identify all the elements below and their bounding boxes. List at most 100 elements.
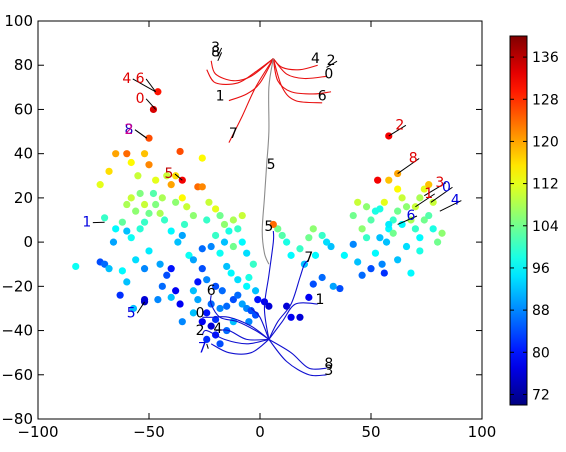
scatter-point (152, 176, 160, 184)
x-tick-label: 0 (255, 423, 265, 441)
scatter-point (105, 167, 113, 175)
scatter-point (152, 200, 160, 209)
annotation-label: 7 (229, 126, 238, 142)
annotation-label: 2 (395, 117, 404, 133)
annotation-label: 5 (267, 157, 276, 173)
annotation-pointer (134, 129, 148, 139)
scatter-point (349, 211, 357, 220)
scatter-point (376, 234, 384, 242)
scatter-point (172, 172, 180, 180)
scatter-point (198, 265, 206, 273)
scatter-point (362, 203, 371, 211)
scatter-point (402, 203, 411, 211)
scatter-point (156, 209, 164, 217)
scatter-point (198, 154, 206, 162)
scatter-point (296, 313, 304, 321)
scatter-point (374, 176, 382, 184)
scatter-point (243, 282, 251, 290)
scatter-point (223, 262, 231, 271)
annotation-label: 8 (409, 151, 418, 167)
scatter-point (438, 229, 446, 237)
scatter-point (389, 229, 397, 237)
red-curve (272, 58, 323, 104)
scatter-point (154, 296, 162, 304)
scatter-point (189, 256, 197, 264)
colorbar-tick-label: 88 (532, 303, 550, 319)
scatter-point (205, 198, 213, 206)
scatter-point (234, 291, 242, 299)
scatter-point (318, 273, 326, 282)
scatter-point (225, 227, 233, 235)
blue-curve (263, 231, 275, 340)
annotation-pointer (397, 215, 418, 225)
scatter-point (249, 260, 257, 268)
scatter-point (172, 287, 180, 295)
annotation-label: 8 (211, 44, 220, 60)
scatter-point (296, 245, 304, 253)
scatter-point (245, 273, 253, 282)
scatter-point (140, 200, 149, 209)
blue-curve (268, 302, 318, 340)
blue-curve (209, 295, 270, 340)
annotation-pointer (326, 60, 338, 68)
annotation-label: 3 (324, 363, 333, 379)
x-tick-label: 50 (361, 423, 380, 441)
blue-curve (268, 259, 310, 340)
scatter-point (340, 251, 348, 259)
annotation-label: 2 (196, 323, 205, 339)
scatter-point (127, 158, 135, 167)
annotation-pointer (145, 98, 157, 110)
scatter-point (145, 247, 153, 255)
annotation-pointer (206, 343, 209, 349)
scatter-point (216, 249, 224, 257)
scatter-point (243, 249, 251, 257)
y-tick-label: 80 (14, 56, 33, 74)
blue-curve (210, 338, 270, 355)
annotation-label: 7 (198, 341, 207, 357)
scatter-point (194, 296, 202, 304)
annotation-label: 4 (122, 71, 131, 87)
scatter-point (329, 282, 337, 290)
scatter-point (318, 231, 326, 240)
scatter-point (234, 276, 242, 284)
scatter-point (134, 172, 142, 180)
scatter-point (123, 278, 131, 286)
scatter-point (411, 225, 419, 233)
y-tick-label: −40 (1, 322, 33, 340)
scatter-point (278, 231, 286, 240)
scatter-point (145, 161, 153, 169)
scatter-point (229, 296, 237, 304)
red-curve (228, 58, 274, 143)
red-curve (210, 58, 274, 82)
scatter-point (194, 278, 202, 286)
annotation-label: 1 (216, 89, 225, 105)
scatter-point (136, 189, 144, 198)
scatter-point (167, 293, 175, 301)
annotation-pointer (174, 173, 183, 181)
annotation-label: 6 (406, 208, 415, 224)
scatter-point (212, 282, 220, 290)
scatter-point (158, 194, 166, 202)
scatter-point (407, 269, 415, 277)
scatter-point (362, 234, 371, 242)
scatter-point (398, 220, 406, 229)
annotation-pointer (217, 52, 223, 62)
scatter-point (367, 265, 375, 273)
x-tick-label: −100 (17, 423, 58, 441)
y-tick-label: 20 (14, 189, 33, 207)
annotation-pointer (132, 78, 156, 93)
blue-curve (268, 338, 327, 370)
scatter-point (178, 318, 186, 326)
scatter-point (178, 231, 186, 240)
scatter-point (132, 207, 140, 215)
scatter-point (229, 242, 237, 251)
scatter-point (140, 218, 149, 226)
scatter-point (416, 194, 424, 202)
scatter-point (176, 147, 184, 156)
scatter-point (311, 251, 320, 259)
y-tick-label: −60 (1, 366, 33, 384)
blue-curve (215, 329, 269, 341)
scatter-point (127, 234, 135, 242)
blue-curve (201, 329, 269, 345)
